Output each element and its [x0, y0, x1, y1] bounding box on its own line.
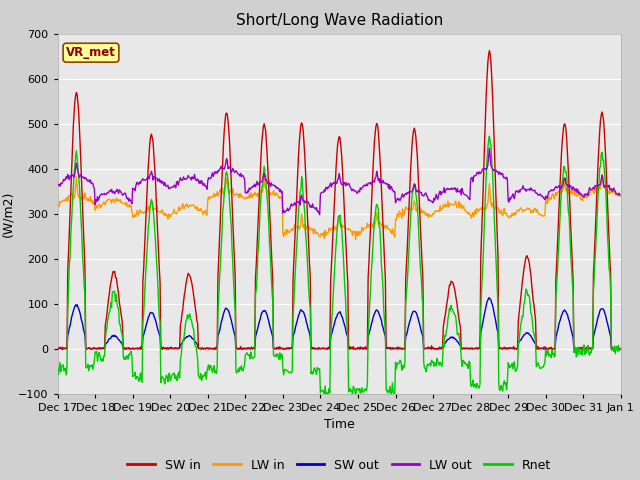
Title: Short/Long Wave Radiation: Short/Long Wave Radiation	[236, 13, 443, 28]
X-axis label: Time: Time	[324, 418, 355, 431]
Text: VR_met: VR_met	[66, 46, 116, 59]
Legend: SW in, LW in, SW out, LW out, Rnet: SW in, LW in, SW out, LW out, Rnet	[122, 454, 556, 477]
Y-axis label: (W/m2): (W/m2)	[1, 191, 14, 237]
